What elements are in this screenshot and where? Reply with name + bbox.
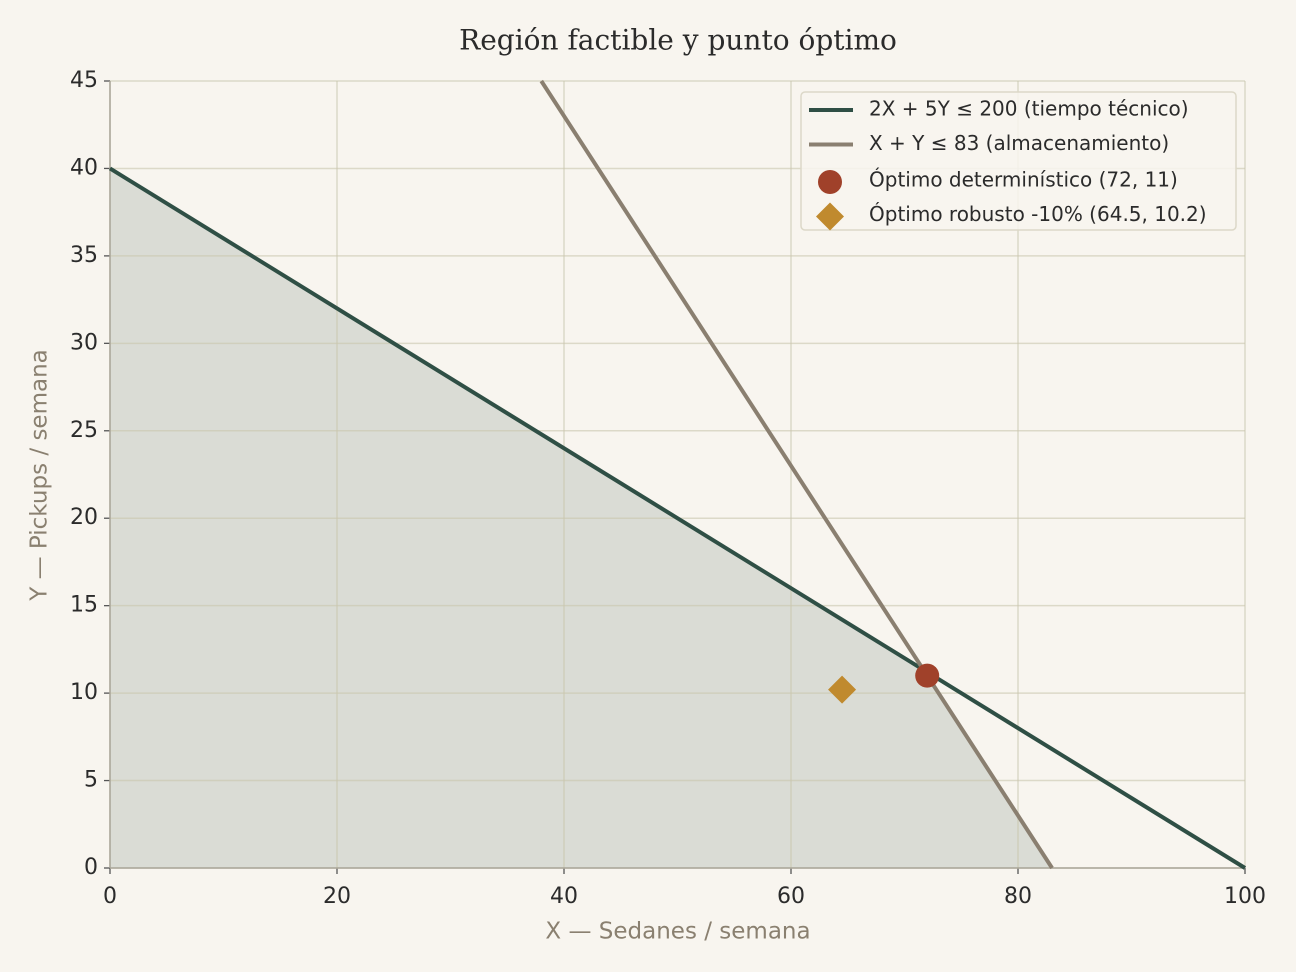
chart-title: Región factible y punto óptimo: [459, 24, 897, 57]
x-tick-label: 40: [550, 884, 578, 909]
y-tick-label: 35: [70, 243, 98, 268]
legend-label: Óptimo determinístico (72, 11): [869, 168, 1178, 192]
y-tick-label: 15: [70, 593, 98, 618]
x-tick-label: 100: [1224, 884, 1266, 909]
legend-label: X + Y ≤ 83 (almacenamiento): [869, 131, 1169, 155]
legend-label: 2X + 5Y ≤ 200 (tiempo técnico): [869, 97, 1189, 121]
y-axis-label: Y — Pickups / semana: [27, 349, 53, 602]
y-tick-label: 5: [84, 768, 98, 793]
x-tick-label: 0: [103, 884, 117, 909]
y-tick-label: 0: [84, 855, 98, 880]
x-axis-label: X — Sedanes / semana: [545, 919, 810, 945]
marker: [828, 675, 857, 704]
y-tick-label: 10: [70, 680, 98, 705]
constraint-line: [108, 166, 1247, 870]
constraint-line: [539, 79, 1054, 870]
x-tick-label: 20: [323, 884, 351, 909]
legend-label: Óptimo robusto -10% (64.5, 10.2): [869, 202, 1207, 226]
marker: [915, 663, 940, 688]
x-tick-label: 80: [1004, 884, 1032, 909]
legend-box: [800, 91, 1237, 231]
y-tick-label: 40: [70, 155, 98, 180]
y-tick-label: 25: [70, 418, 98, 443]
y-tick-label: 30: [70, 330, 98, 355]
y-tick-label: 20: [70, 505, 98, 530]
y-tick-label: 45: [70, 68, 98, 93]
legend-symbol: [818, 170, 842, 194]
legend-symbol: [816, 202, 844, 231]
x-tick-label: 60: [777, 884, 805, 909]
